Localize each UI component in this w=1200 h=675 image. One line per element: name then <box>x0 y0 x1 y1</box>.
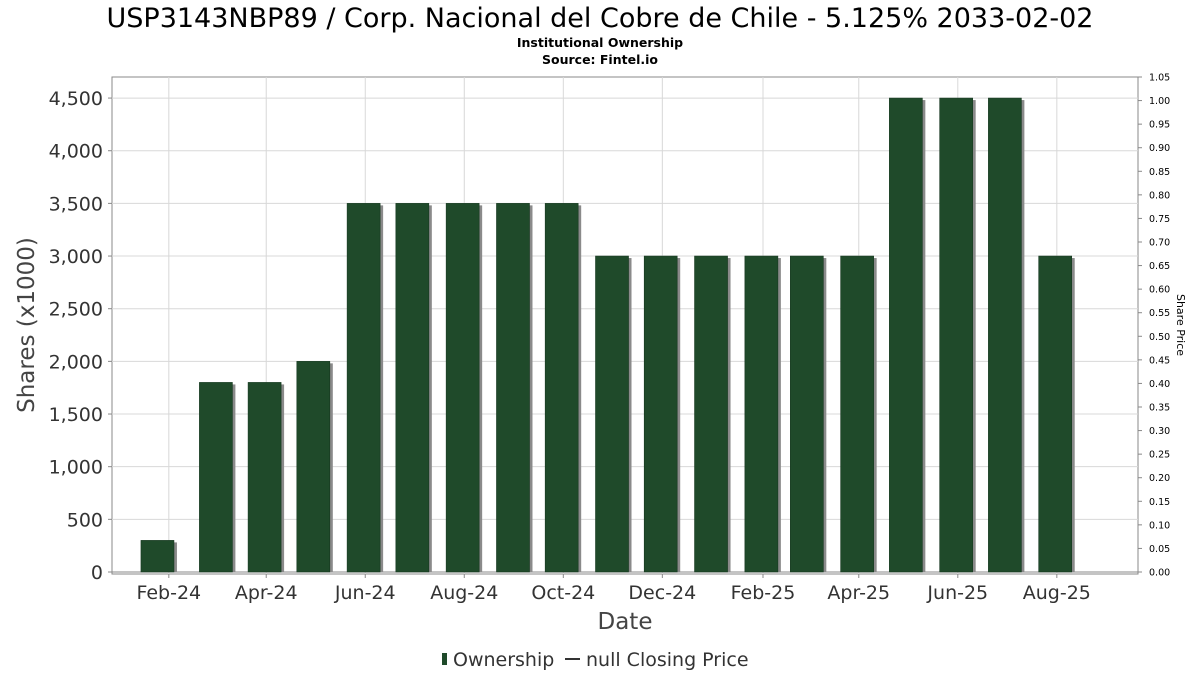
x-tick-label: Dec-24 <box>628 582 696 604</box>
x-tick-label: Apr-24 <box>235 582 298 604</box>
x-tick-label: Aug-24 <box>430 582 498 604</box>
left-axis-ticks: 0 500 1,000 1,500 2,000 2,500 3,000 3,500 4,000 4… <box>49 88 112 584</box>
y-axis-label: Shares (x1000) <box>14 237 40 413</box>
bar-series-ownership <box>140 97 1075 573</box>
x-tick-label: Jun-25 <box>926 582 988 604</box>
legend: Ownership null Closing Price <box>442 649 749 671</box>
x-tick-label: Aug-25 <box>1023 582 1091 604</box>
legend-price-label: null Closing Price <box>586 649 749 671</box>
chart-title: USP3143NBP89 / Corp. Nacional del Cobre … <box>107 3 1094 34</box>
legend-ownership-swatch <box>442 653 447 665</box>
y2-tick-label: 0.40 <box>1149 379 1170 390</box>
x-axis-label: Date <box>598 609 653 635</box>
y2-tick-label: 0.00 <box>1149 568 1170 579</box>
y2-tick-label: 0.45 <box>1149 355 1170 366</box>
y2-tick-label: 0.60 <box>1149 285 1170 296</box>
y-tick-label: 4,000 <box>49 141 103 163</box>
x-tick-label: Feb-24 <box>136 582 201 604</box>
y-tick-label: 3,500 <box>49 193 103 215</box>
bar-ownership <box>840 255 874 573</box>
y2-tick-label: 0.70 <box>1149 238 1170 249</box>
bar-ownership <box>247 382 282 573</box>
bar-ownership <box>395 203 430 573</box>
bar-ownership <box>199 382 233 573</box>
x-tick-label: Feb-25 <box>731 582 796 604</box>
y2-tick-label: 0.10 <box>1149 520 1170 531</box>
bar-ownership <box>1038 255 1073 573</box>
y-tick-label: 1,000 <box>49 457 103 479</box>
x-tick-label: Oct-24 <box>531 582 595 604</box>
y2-tick-label: 0.50 <box>1149 332 1170 343</box>
y2-tick-label: 0.75 <box>1149 214 1170 225</box>
bar-ownership <box>445 203 480 573</box>
x-tick-label: Apr-25 <box>827 582 890 604</box>
y2-tick-label: 0.20 <box>1149 473 1170 484</box>
y2-tick-label: 0.15 <box>1149 497 1170 508</box>
y2-tick-label: 0.90 <box>1149 143 1170 154</box>
y-tick-label: 4,500 <box>49 88 103 110</box>
y2-tick-label: 0.30 <box>1149 426 1170 437</box>
bar-ownership <box>694 255 728 573</box>
y-tick-label: 0 <box>91 562 103 584</box>
legend-ownership-label: Ownership <box>453 649 554 671</box>
bar-ownership <box>889 97 923 573</box>
y-tick-label: 1,500 <box>49 404 103 426</box>
bar-ownership <box>296 361 331 573</box>
chart-subtitle: Institutional Ownership <box>517 35 683 50</box>
bar-ownership <box>790 255 824 573</box>
y2-tick-label: 0.35 <box>1149 403 1170 414</box>
y2-tick-label: 0.80 <box>1149 190 1170 201</box>
y2-tick-label: 0.05 <box>1149 544 1170 555</box>
bar-ownership <box>140 540 175 573</box>
y2-tick-label: 1.05 <box>1149 73 1170 84</box>
bar-ownership <box>643 255 678 573</box>
y-tick-label: 2,000 <box>49 351 103 373</box>
y2-tick-label: 0.65 <box>1149 261 1170 272</box>
y2-tick-label: 0.25 <box>1149 450 1170 461</box>
y2-tick-label: 0.85 <box>1149 167 1170 178</box>
bar-ownership <box>939 97 973 573</box>
y2-tick-label: 0.55 <box>1149 308 1170 319</box>
bar-ownership <box>496 203 530 573</box>
right-axis-ticks: 0.00 0.05 0.10 0.15 0.20 0.25 0.30 0.35 0.40 0.45… <box>1138 73 1170 579</box>
y2-tick-label: 1.00 <box>1149 96 1170 107</box>
bar-ownership <box>988 97 1022 573</box>
y2-tick-label: 0.95 <box>1149 120 1170 131</box>
y-tick-label: 3,000 <box>49 246 103 268</box>
bar-ownership <box>595 255 629 573</box>
bar-ownership <box>544 203 579 573</box>
bar-ownership <box>744 255 779 573</box>
bar-ownership <box>346 203 381 573</box>
x-axis-ticks: Feb-24 Apr-24 Jun-24 Aug-24 Oct-24 Dec-24 Feb-… <box>136 574 1091 604</box>
y-tick-label: 500 <box>67 509 103 531</box>
y-tick-label: 2,500 <box>49 299 103 321</box>
x-tick-label: Jun-24 <box>334 582 396 604</box>
chart-source: Source: Fintel.io <box>542 52 658 67</box>
y2-axis-label: Share Price <box>1174 294 1187 356</box>
